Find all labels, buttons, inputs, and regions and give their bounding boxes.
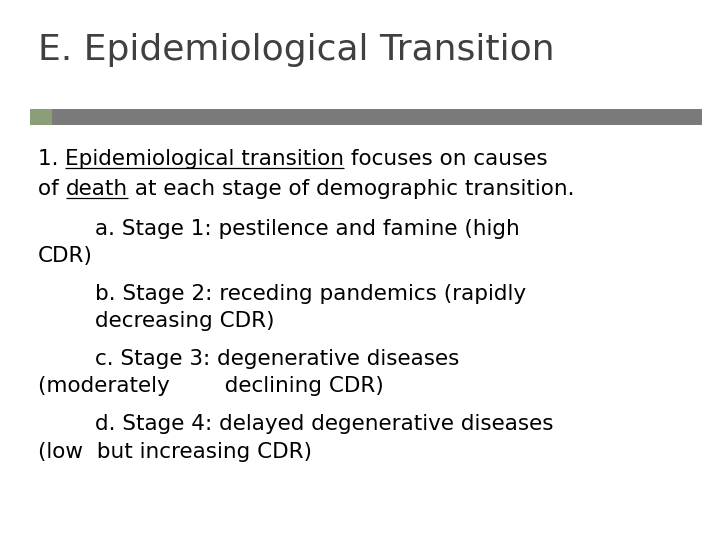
Text: Epidemiological transition: Epidemiological transition [66, 149, 344, 169]
Text: 1.: 1. [38, 149, 66, 169]
Bar [30, 109, 52, 125]
Text: d. Stage 4: delayed degenerative diseases: d. Stage 4: delayed degenerative disease… [95, 414, 554, 434]
Text: a. Stage 1: pestilence and famine (high: a. Stage 1: pestilence and famine (high [95, 219, 520, 239]
Bar [52, 109, 702, 125]
Text: of: of [38, 179, 66, 199]
Text: at each stage of demographic transition.: at each stage of demographic transition. [127, 179, 575, 199]
Text: focuses on causes: focuses on causes [344, 149, 548, 169]
Text: (low  but increasing CDR): (low but increasing CDR) [38, 442, 312, 462]
Text: b. Stage 2: receding pandemics (rapidly: b. Stage 2: receding pandemics (rapidly [95, 284, 526, 304]
Text: CDR): CDR) [38, 246, 93, 266]
Text: death: death [66, 179, 127, 199]
Text: c. Stage 3: degenerative diseases: c. Stage 3: degenerative diseases [95, 349, 459, 369]
Text: decreasing CDR): decreasing CDR) [95, 311, 274, 331]
Text: E. Epidemiological Transition: E. Epidemiological Transition [38, 33, 554, 67]
Text: (moderately        declining CDR): (moderately declining CDR) [38, 376, 384, 396]
